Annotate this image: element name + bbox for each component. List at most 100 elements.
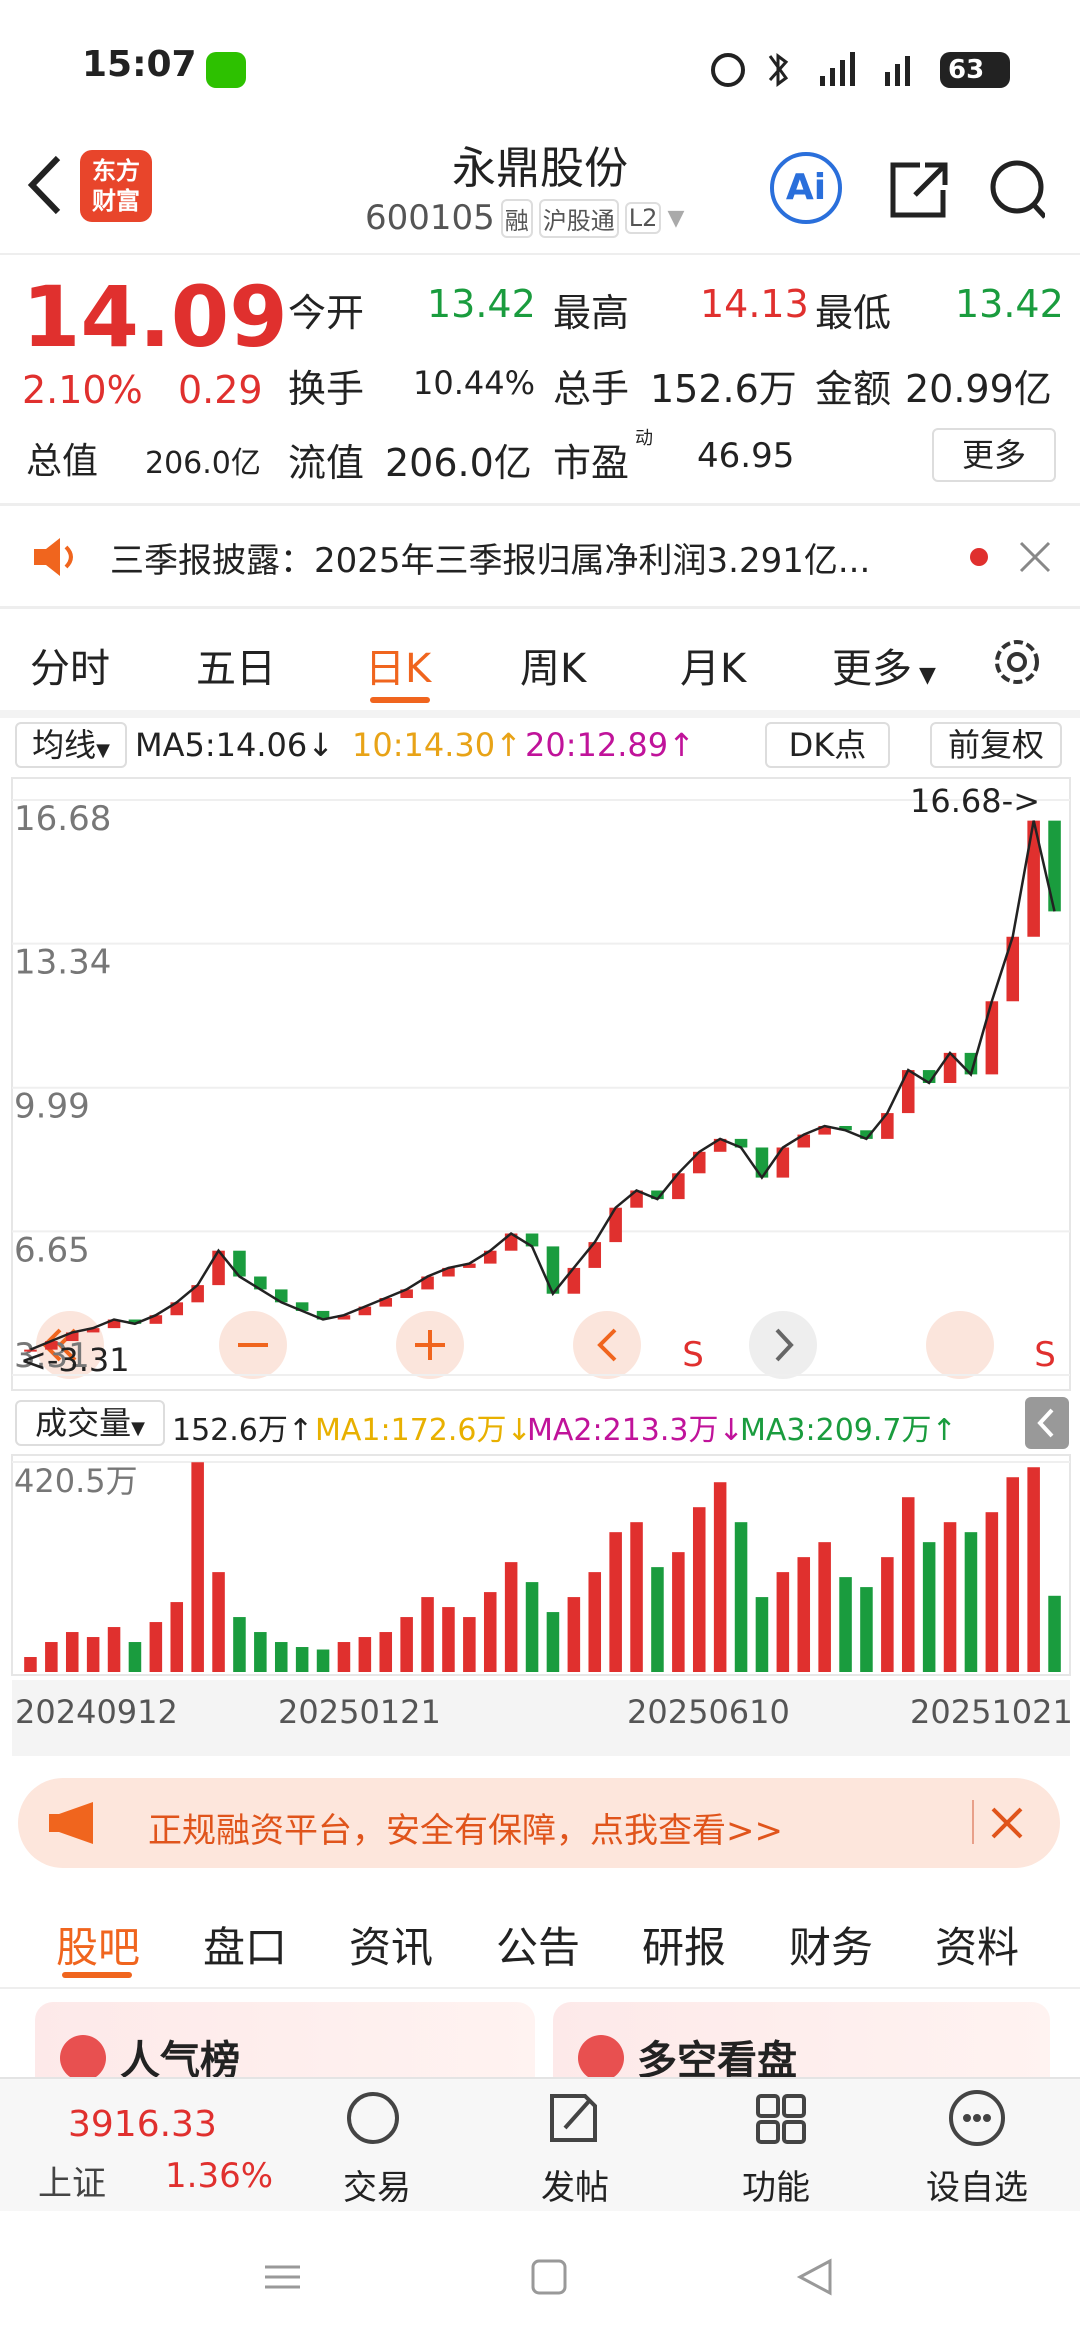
more-button[interactable]: 更多 bbox=[932, 428, 1056, 482]
candle bbox=[65, 1332, 79, 1342]
candle bbox=[191, 1285, 204, 1303]
volume-bar bbox=[337, 1642, 351, 1672]
kline-chart: S S 20240912 20250121 20250610 20251021 … bbox=[11, 777, 1073, 1756]
price: 14.09 bbox=[22, 268, 288, 366]
field-label: 总值 bbox=[26, 441, 99, 482]
time: 15:07 bbox=[82, 44, 197, 85]
y-tick-label: 9.99 bbox=[14, 1087, 90, 1127]
ma-toggle[interactable]: 均线▼ bbox=[15, 722, 127, 768]
volume-bar bbox=[525, 1582, 539, 1672]
candle bbox=[734, 1138, 748, 1148]
notice[interactable]: 三季报披露：2025年三季报归属净利润3.291亿... bbox=[110, 541, 871, 581]
volume-bar bbox=[45, 1642, 58, 1672]
close-ad[interactable] bbox=[990, 1806, 1024, 1840]
nav-item[interactable]: 功能 bbox=[742, 2168, 810, 2208]
y-tick-label: 6.65 bbox=[14, 1230, 90, 1270]
chart-tab[interactable]: 五日 bbox=[196, 646, 276, 692]
field-label: 最低 bbox=[815, 291, 892, 335]
candle bbox=[985, 1001, 999, 1075]
nav-item[interactable]: 交易 bbox=[343, 2168, 411, 2208]
candle bbox=[45, 1341, 58, 1350]
field-value: 20.99亿 bbox=[905, 367, 1052, 411]
candle bbox=[860, 1130, 873, 1139]
chart-tab-text: 更多 bbox=[832, 646, 912, 692]
volume-bar bbox=[818, 1542, 831, 1672]
tag: 沪股通 bbox=[538, 198, 619, 238]
volume-bar bbox=[776, 1572, 790, 1672]
close-notice[interactable] bbox=[1018, 540, 1052, 574]
candle bbox=[692, 1151, 706, 1174]
volume-bar bbox=[400, 1617, 413, 1672]
volume-bar bbox=[797, 1557, 811, 1672]
candle bbox=[233, 1250, 246, 1277]
volume-bar bbox=[483, 1592, 497, 1672]
volume-bar bbox=[985, 1512, 999, 1672]
chart-tab[interactable]: 更多 ▼ bbox=[832, 646, 936, 692]
ma10: 10:14.30↑ bbox=[352, 726, 522, 764]
candle bbox=[943, 1052, 957, 1083]
volume-bar bbox=[358, 1637, 372, 1672]
ad-banner[interactable] bbox=[18, 1778, 1060, 1868]
candle bbox=[107, 1319, 121, 1329]
volume-bar bbox=[943, 1522, 957, 1672]
volume-toggle-text: 成交量 bbox=[35, 1404, 132, 1442]
candle bbox=[672, 1173, 685, 1200]
field-value: 206.0亿 bbox=[385, 441, 532, 485]
index-value[interactable]: 3916.33 bbox=[68, 2104, 217, 2145]
candle bbox=[337, 1315, 351, 1320]
volume-bar bbox=[881, 1557, 894, 1672]
candle bbox=[755, 1147, 769, 1178]
tab[interactable]: 公告 bbox=[496, 1923, 581, 1972]
back-button[interactable] bbox=[20, 150, 70, 220]
volume-bar bbox=[713, 1482, 727, 1672]
chart-tab[interactable]: 分时 bbox=[30, 646, 110, 692]
field-value: 206.0亿 bbox=[145, 446, 261, 481]
ma20: 20:12.89↑ bbox=[525, 726, 695, 764]
candle bbox=[504, 1233, 518, 1251]
nav-item[interactable]: 发帖 bbox=[541, 2168, 609, 2208]
settings-icon[interactable] bbox=[990, 635, 1044, 689]
volume-bar bbox=[442, 1607, 455, 1672]
field-value: 14.13 bbox=[700, 282, 809, 326]
stock-name: 永鼎股份 bbox=[452, 143, 628, 194]
nav-item[interactable]: 设自选 bbox=[926, 2168, 1028, 2208]
ma5: MA5:14.06↓ bbox=[135, 726, 335, 764]
candle bbox=[964, 1052, 978, 1075]
header-icons bbox=[890, 160, 1045, 219]
chart-tab[interactable]: 周K bbox=[520, 646, 587, 692]
tab[interactable]: 盘口 bbox=[203, 1923, 288, 1972]
tab[interactable]: 资讯 bbox=[349, 1923, 434, 1972]
tab[interactable]: 资料 bbox=[935, 1923, 1020, 1972]
tab[interactable]: 财务 bbox=[789, 1923, 874, 1972]
status-icons bbox=[711, 52, 910, 87]
candle bbox=[839, 1125, 852, 1131]
field-label: 流值 bbox=[288, 441, 365, 485]
field-value: 13.42 bbox=[955, 282, 1064, 326]
tag: 融 bbox=[500, 198, 533, 238]
volume-toggle[interactable]: 成交量▼ bbox=[15, 1400, 165, 1446]
adjust-button[interactable]: 前复权 bbox=[930, 722, 1062, 768]
volume-bar bbox=[379, 1632, 393, 1672]
card[interactable] bbox=[553, 2002, 1050, 2082]
app-logo[interactable]: 东方 财富 bbox=[80, 150, 152, 222]
candle bbox=[818, 1125, 831, 1135]
chart-tab-active[interactable]: 日K bbox=[365, 646, 432, 692]
field-label: 金额 bbox=[815, 367, 892, 411]
volume-bar bbox=[567, 1597, 581, 1672]
index-name: 上证 bbox=[38, 2164, 106, 2204]
volume-bar bbox=[212, 1572, 225, 1672]
candle bbox=[1027, 820, 1040, 937]
chart-tab[interactable]: 月K bbox=[680, 646, 747, 692]
candle bbox=[567, 1267, 581, 1294]
tab-active[interactable]: 股吧 bbox=[56, 1923, 141, 1972]
ai-button[interactable]: Ai bbox=[770, 152, 842, 224]
card[interactable] bbox=[35, 2002, 535, 2082]
logo-text: 财富 bbox=[92, 187, 140, 215]
ad-text[interactable]: 正规融资平台，安全有保障，点我查看>> bbox=[148, 1811, 783, 1851]
dk-button[interactable]: DK点 bbox=[765, 722, 890, 768]
candle bbox=[442, 1267, 455, 1277]
candle bbox=[379, 1298, 393, 1307]
volume-bar bbox=[86, 1637, 100, 1672]
tab[interactable]: 研报 bbox=[642, 1923, 727, 1972]
volume-bar bbox=[254, 1632, 267, 1672]
